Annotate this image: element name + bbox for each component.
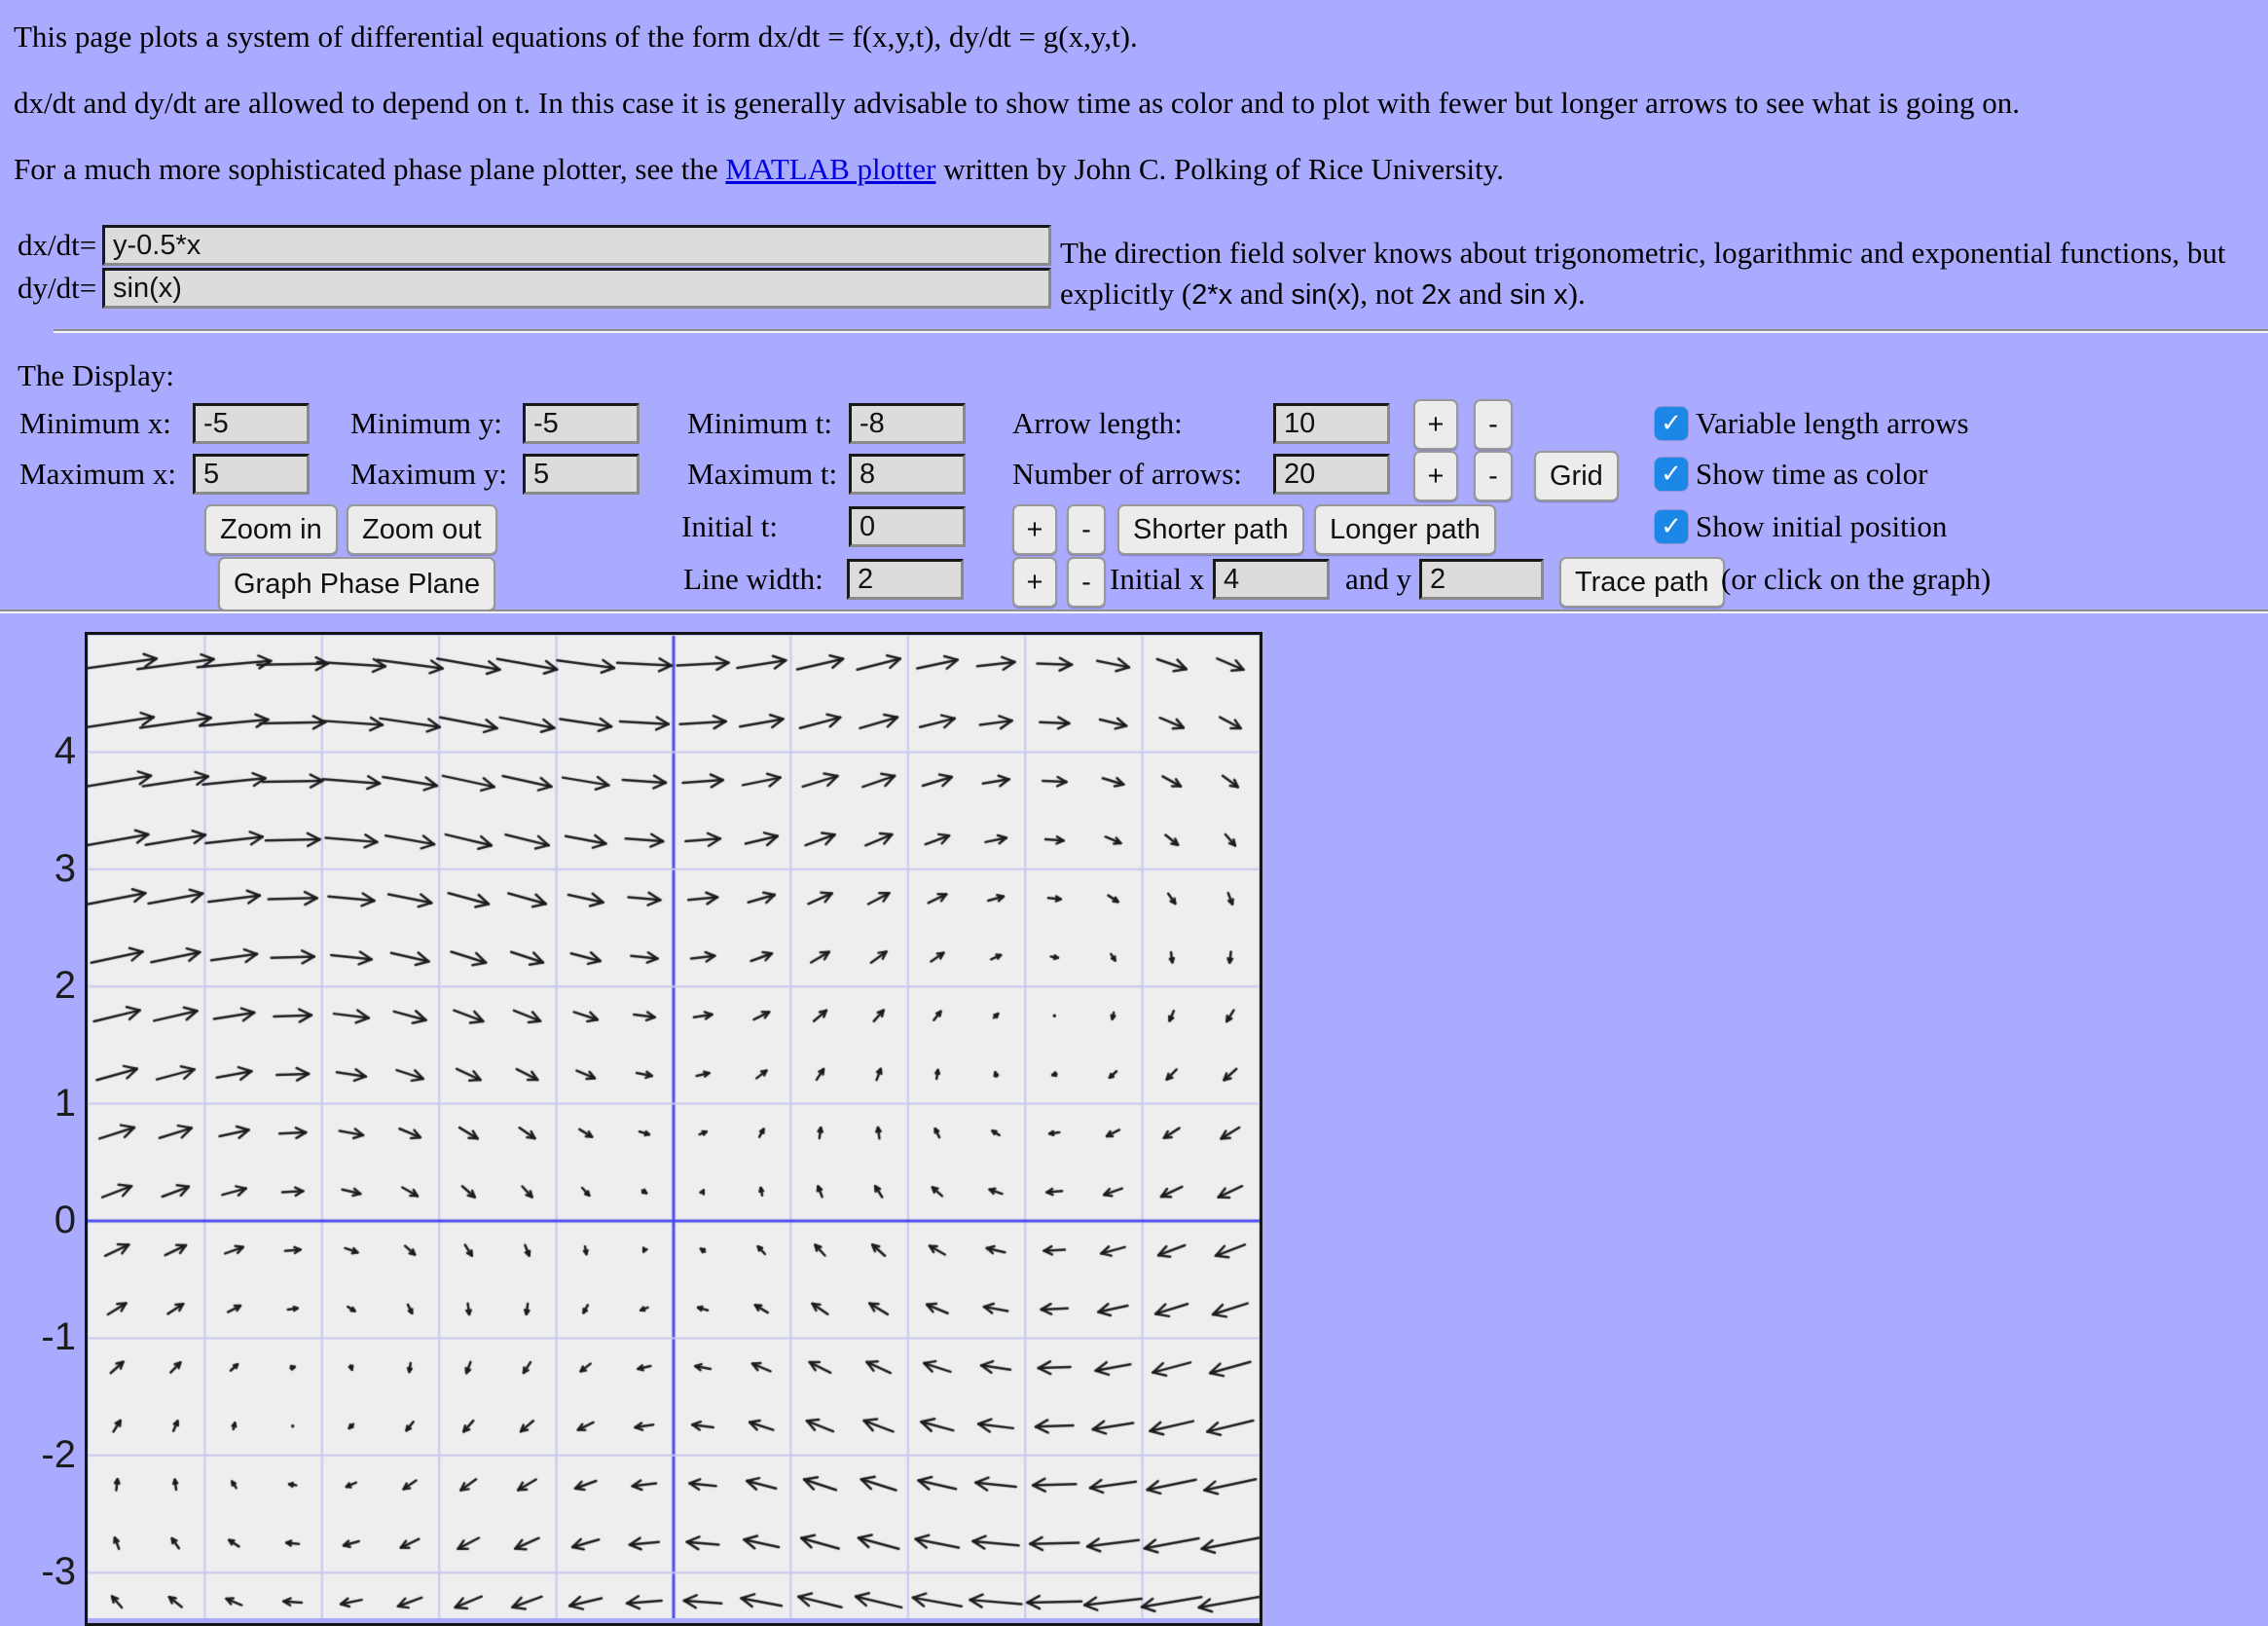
grid-button[interactable]: Grid bbox=[1534, 451, 1619, 501]
y-axis-label-0: 0 bbox=[54, 1199, 76, 1241]
y-axis-label--3: -3 bbox=[41, 1550, 76, 1594]
display-section-title: The Display: bbox=[18, 358, 174, 392]
and-y-label: and y bbox=[1345, 562, 1412, 596]
click-graph-hint: (or click on the graph) bbox=[1721, 562, 1992, 596]
min-t-input[interactable] bbox=[849, 403, 966, 444]
arrow-length-input[interactable] bbox=[1273, 403, 1390, 444]
checkbox-show-initial-position[interactable]: ✓ bbox=[1655, 510, 1688, 543]
zoom-out-button[interactable]: Zoom out bbox=[347, 504, 497, 555]
checkbox-label-variable-length-arrows: Variable length arrows bbox=[1696, 406, 1969, 440]
note-text-fragment: explicitly ( bbox=[1060, 277, 1192, 311]
initial-t-label: Initial t: bbox=[681, 509, 779, 543]
checkbox-variable-length-arrows[interactable]: ✓ bbox=[1655, 407, 1688, 440]
shorter-path-button[interactable]: Shorter path bbox=[1117, 504, 1304, 555]
dydt-label: dy/dt= bbox=[18, 271, 97, 305]
trace-path-button[interactable]: Trace path bbox=[1559, 557, 1725, 608]
check-icon: ✓ bbox=[1661, 409, 1682, 438]
checkbox-row-show-initial-position: ✓ Show initial position bbox=[1655, 509, 1947, 544]
check-icon: ✓ bbox=[1661, 512, 1682, 541]
max-y-label: Maximum y: bbox=[350, 457, 508, 491]
note-code-fragment: sin(x) bbox=[1291, 279, 1361, 311]
num-arrows-plus-button[interactable]: + bbox=[1413, 451, 1458, 501]
y-axis-label-1: 1 bbox=[54, 1081, 76, 1125]
initial-x-label: Initial x bbox=[1110, 562, 1205, 596]
checkbox-row-show-time-as-color: ✓ Show time as color bbox=[1655, 457, 1928, 492]
y-axis-label--2: -2 bbox=[41, 1432, 76, 1476]
note-text-fragment: and bbox=[1450, 277, 1511, 311]
checkbox-label-show-time-as-color: Show time as color bbox=[1696, 457, 1928, 491]
graph-phase-plane-button[interactable]: Graph Phase Plane bbox=[218, 557, 496, 611]
arrow-length-minus-button[interactable]: - bbox=[1474, 399, 1513, 450]
min-x-input[interactable] bbox=[193, 403, 310, 444]
num-arrows-input[interactable] bbox=[1273, 454, 1390, 495]
dydt-input[interactable] bbox=[102, 268, 1051, 309]
line-width-input[interactable] bbox=[847, 559, 964, 600]
intro-line-1: This page plots a system of differential… bbox=[14, 19, 1138, 54]
phase-plane-plot[interactable] bbox=[85, 632, 1262, 1626]
check-icon: ✓ bbox=[1661, 460, 1682, 489]
min-y-input[interactable] bbox=[523, 403, 640, 444]
min-x-label: Minimum x: bbox=[19, 406, 171, 440]
intro-line-2: dx/dt and dy/dt are allowed to depend on… bbox=[14, 86, 2021, 120]
arrow-length-plus-button[interactable]: + bbox=[1413, 399, 1458, 450]
num-arrows-label: Number of arrows: bbox=[1012, 457, 1242, 491]
initial-x-input[interactable] bbox=[1213, 559, 1330, 600]
line-width-plus-button[interactable]: + bbox=[1012, 557, 1057, 608]
checkbox-label-show-initial-position: Show initial position bbox=[1696, 509, 1948, 543]
and-y-input[interactable] bbox=[1419, 559, 1544, 600]
checkbox-row-variable-length-arrows: ✓ Variable length arrows bbox=[1655, 406, 1969, 441]
min-y-label: Minimum y: bbox=[350, 406, 502, 440]
max-y-input[interactable] bbox=[523, 454, 640, 495]
line-width-minus-button[interactable]: - bbox=[1067, 557, 1106, 608]
arrow-length-label: Arrow length: bbox=[1012, 406, 1183, 440]
divider-bottom bbox=[0, 610, 2268, 613]
max-x-label: Maximum x: bbox=[19, 457, 177, 491]
y-axis-labels: 4 3 2 1 0 -1 -2 -3 bbox=[0, 0, 78, 1612]
num-arrows-minus-button[interactable]: - bbox=[1474, 451, 1513, 501]
intro-line-3-before: For a much more sophisticated phase plan… bbox=[14, 152, 726, 186]
solver-note-line-2: explicitly (2*x and sin(x), not 2x and s… bbox=[1060, 273, 1586, 316]
note-text-fragment: ). bbox=[1567, 277, 1586, 311]
dxdt-label: dx/dt= bbox=[18, 228, 97, 262]
zoom-in-button[interactable]: Zoom in bbox=[204, 504, 338, 555]
y-axis-label--1: -1 bbox=[41, 1315, 76, 1359]
max-t-input[interactable] bbox=[849, 454, 966, 495]
intro-line-3-after: written by John C. Polking of Rice Unive… bbox=[935, 152, 1504, 186]
note-text-fragment: , not bbox=[1360, 277, 1422, 311]
longer-path-button[interactable]: Longer path bbox=[1314, 504, 1496, 555]
divider-top bbox=[54, 329, 2268, 333]
min-t-label: Minimum t: bbox=[687, 406, 832, 440]
checkbox-show-time-as-color[interactable]: ✓ bbox=[1655, 458, 1688, 491]
y-axis-label-2: 2 bbox=[54, 964, 76, 1008]
solver-note-line-1: The direction field solver knows about t… bbox=[1060, 236, 2226, 270]
y-axis-label-3: 3 bbox=[54, 846, 76, 890]
dxdt-input[interactable] bbox=[102, 225, 1051, 266]
matlab-plotter-link[interactable]: MATLAB plotter bbox=[725, 152, 936, 186]
line-width-label: Line width: bbox=[683, 562, 823, 596]
y-axis-label-4: 4 bbox=[54, 729, 76, 773]
initial-t-plus-button[interactable]: + bbox=[1012, 504, 1057, 555]
note-code-fragment: 2*x bbox=[1191, 279, 1233, 311]
direction-field-canvas[interactable] bbox=[88, 635, 1260, 1618]
initial-t-minus-button[interactable]: - bbox=[1067, 504, 1106, 555]
note-code-fragment: 2x bbox=[1421, 279, 1451, 311]
initial-t-input[interactable] bbox=[849, 506, 966, 547]
note-text-fragment: and bbox=[1232, 277, 1292, 311]
max-x-input[interactable] bbox=[193, 454, 310, 495]
intro-line-3: For a much more sophisticated phase plan… bbox=[14, 148, 1504, 191]
max-t-label: Maximum t: bbox=[687, 457, 838, 491]
note-code-fragment: sin x bbox=[1510, 279, 1568, 311]
